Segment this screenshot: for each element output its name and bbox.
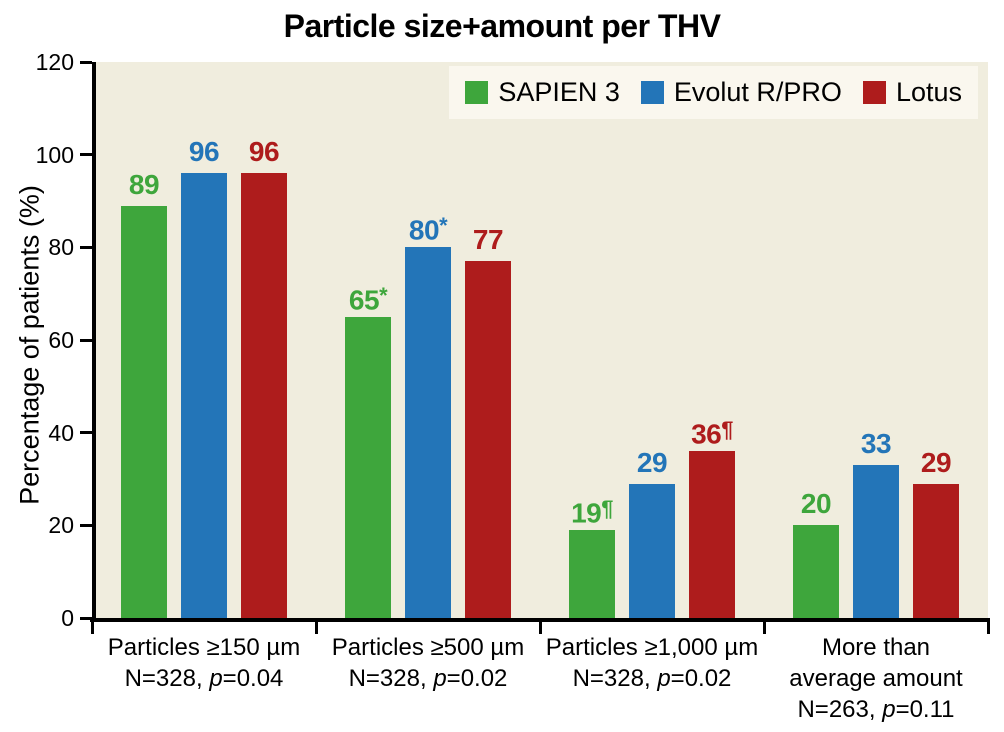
bar-value-text: 36 (691, 418, 722, 450)
bar-evolut-r-pro-group-2 (405, 247, 451, 618)
significance-marker: * (439, 213, 448, 239)
x-tick (538, 622, 542, 634)
y-tick (80, 431, 92, 435)
bar-evolut-r-pro-group-1 (181, 173, 227, 618)
bar-value-label: 96 (209, 137, 319, 167)
stat-n: N=328, (124, 665, 210, 692)
y-tick-label: 40 (48, 419, 74, 446)
y-tick-label: 80 (48, 234, 74, 261)
bar-evolut-r-pro-group-3 (629, 483, 675, 618)
y-tick (80, 60, 92, 64)
bar-value-text: 20 (800, 488, 832, 520)
significance-marker: * (379, 282, 388, 308)
bar-value-label: 29 (881, 446, 991, 478)
stat-p-value: =0.11 (895, 696, 955, 723)
stat-p-value: =0.04 (222, 665, 284, 692)
legend-label: Evolut R/PRO (673, 77, 842, 107)
stat-n: N=328, (348, 665, 434, 692)
category-label-group-3: Particles ≥1,000 µm N=328, p=0.02 (535, 632, 769, 694)
bar-lotus-group-4 (913, 483, 959, 618)
legend-label: Lotus (895, 77, 962, 107)
bar-value-text: 96 (248, 136, 280, 168)
y-tick-label: 20 (48, 512, 74, 539)
y-tick-label: 0 (61, 605, 74, 631)
bar-value-label: 33 (821, 429, 931, 459)
bar-value-label: 29 (597, 446, 707, 478)
bar-value-label: 80* (373, 211, 483, 246)
category-title-line: More than (821, 634, 931, 661)
bar-value-text: 96 (188, 136, 220, 168)
bar-sapien-3-group-2 (345, 316, 391, 618)
bar-sapien-3-group-4 (793, 525, 839, 618)
x-tick (986, 622, 990, 634)
bar-value-text: 29 (920, 446, 952, 478)
bar-value-label: 36¶ (657, 415, 767, 450)
legend-item-sapien-3: SAPIEN 3 (465, 77, 620, 108)
legend-swatch-sapien-3 (465, 81, 489, 104)
stat-n: N=263, (797, 696, 883, 723)
x-tick (762, 622, 766, 634)
y-axis-line (92, 62, 96, 622)
y-tick-label: 100 (35, 141, 74, 168)
bar-value-text: 65 (348, 284, 380, 316)
y-tick-label: 120 (35, 49, 74, 75)
category-label-group-2: Particles ≥500 µm N=328, p=0.02 (311, 632, 545, 694)
category-label-group-1: Particles ≥150 µm N=328, p=0.04 (87, 632, 321, 694)
y-tick-label: 60 (48, 327, 74, 353)
y-tick (80, 153, 92, 157)
y-tick (80, 338, 92, 342)
category-label-group-4: More than average amount N=263, p=0.11 (759, 632, 993, 725)
bar-value-text: 80 (408, 214, 440, 246)
bar-value-label: 65* (313, 281, 423, 316)
bar-lotus-group-2 (465, 261, 511, 618)
stat-p-symbol: p (657, 665, 671, 692)
bar-sapien-3-group-3 (569, 529, 615, 618)
significance-marker: ¶ (601, 495, 613, 521)
bar-value-label: 19¶ (537, 494, 647, 529)
category-stat-line: N=328, p=0.02 (311, 663, 545, 694)
category-title-line: Particles ≥150 µm (107, 634, 301, 661)
category-title-line: average amount (789, 665, 963, 692)
legend-swatch-evolut-r-pro (640, 81, 664, 104)
category-title-line: Particles ≥1,000 µm (545, 634, 759, 661)
y-axis-label: Percentage of patients (%) (14, 185, 45, 505)
bar-value-text: 89 (128, 168, 160, 200)
bar-sapien-3-group-1 (121, 205, 167, 618)
legend: SAPIEN 3 Evolut R/PRO Lotus (449, 66, 978, 119)
y-tick (80, 523, 92, 527)
significance-marker: ¶ (721, 417, 733, 443)
legend-item-lotus: Lotus (862, 77, 962, 108)
legend-swatch-lotus (862, 81, 886, 104)
bar-value-label: 20 (761, 489, 871, 519)
y-tick (80, 245, 92, 249)
legend-item-evolut-r-pro: Evolut R/PRO (640, 77, 842, 108)
bar-lotus-group-3 (689, 451, 735, 618)
bar-value-text: 77 (472, 224, 504, 256)
bar-evolut-r-pro-group-4 (853, 465, 899, 618)
stat-p-value: =0.02 (670, 665, 732, 692)
stat-p-value: =0.02 (446, 665, 508, 692)
bar-value-text: 19 (571, 497, 602, 529)
category-stat-line: N=328, p=0.02 (535, 663, 769, 694)
bar-lotus-group-1 (241, 173, 287, 618)
stat-p-symbol: p (433, 665, 447, 692)
x-tick (314, 622, 318, 634)
bar-value-label: 96 (149, 137, 259, 167)
category-title-line: Particles ≥500 µm (331, 634, 525, 661)
category-stat-line: N=263, p=0.11 (759, 694, 993, 725)
stat-p-symbol: p (882, 696, 896, 723)
stat-p-symbol: p (209, 665, 223, 692)
x-axis-line (90, 618, 990, 622)
bar-value-text: 33 (860, 428, 892, 460)
bar-value-label: 77 (433, 225, 543, 255)
x-tick (90, 622, 94, 634)
category-stat-line: N=328, p=0.04 (87, 663, 321, 694)
bar-value-label: 89 (89, 168, 199, 200)
y-tick (80, 616, 92, 620)
chart-title: Particle size+amount per THV (283, 8, 721, 44)
bar-value-text: 29 (636, 446, 668, 478)
legend-label: SAPIEN 3 (498, 77, 620, 107)
stat-n: N=328, (572, 665, 658, 692)
